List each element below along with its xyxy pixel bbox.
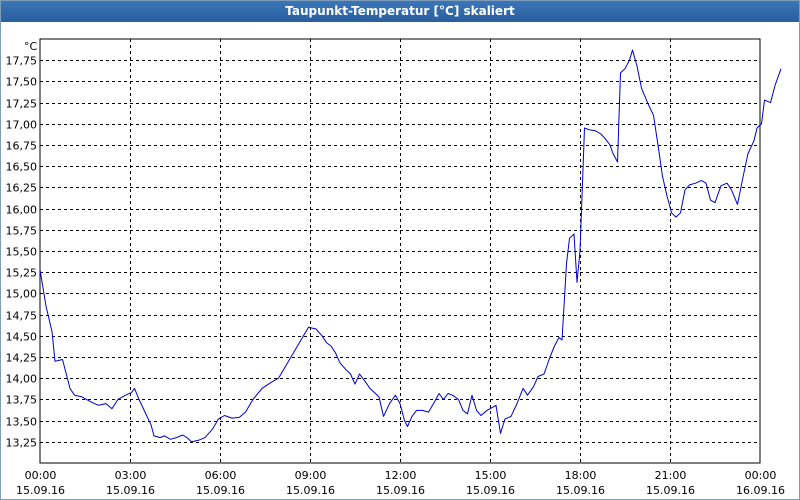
plot-area (39, 38, 761, 464)
window-title: Taupunkt-Temperatur [°C] skaliert (1, 1, 799, 22)
x-tick-time-label: 18:00 (565, 469, 597, 482)
x-tick-time-label: 03:00 (115, 469, 147, 482)
x-tick-date-label: 15.09.16 (286, 484, 335, 497)
y-tick-label: 15,50 (6, 246, 38, 259)
y-tick-label: 16,25 (6, 182, 38, 195)
series-line (39, 49, 782, 443)
y-tick-label: 15,25 (6, 267, 38, 280)
y-tick-label: 14,00 (6, 373, 38, 386)
y-tick-label: 14,25 (6, 352, 38, 365)
x-tick-date-label: 15.09.16 (466, 484, 515, 497)
y-axis-ticks: 13,25 13,50 13,75 14,00 14,25 14,50 14,75 15,00… (6, 55, 38, 450)
x-axis-ticks: 00:00 15.09.16 03:00 15.09.16 06:00 15.09.16 0… (16, 469, 785, 497)
x-tick-time-label: 09:00 (295, 469, 327, 482)
y-tick-label: 17,25 (6, 98, 38, 111)
series (39, 49, 782, 443)
x-tick-time-label: 06:00 (205, 469, 237, 482)
x-tick-date-label: 15.09.16 (556, 484, 605, 497)
x-tick-time-label: 00:00 (745, 469, 777, 482)
y-tick-label: 16,50 (6, 161, 38, 174)
y-tick-label: 16,00 (6, 204, 38, 217)
y-tick-label: 17,00 (6, 119, 38, 132)
x-tick-date-label: 15.09.16 (646, 484, 695, 497)
x-tick-date-label: 16.09.16 (736, 484, 785, 497)
y-tick-label: 13,75 (6, 394, 38, 407)
x-tick-date-label: 15.09.16 (16, 484, 65, 497)
x-tick-time-label: 12:00 (385, 469, 417, 482)
y-tick-label: 13,25 (6, 437, 38, 450)
x-tick-date-label: 15.09.16 (106, 484, 155, 497)
y-tick-label: 17,75 (6, 55, 38, 68)
y-axis-unit-label: °C (24, 40, 38, 53)
y-tick-label: 15,00 (6, 288, 38, 301)
x-tick-time-label: 21:00 (655, 469, 687, 482)
x-tick-time-label: 00:00 (25, 469, 57, 482)
x-tick-date-label: 15.09.16 (196, 484, 245, 497)
x-tick-time-label: 15:00 (475, 469, 507, 482)
y-tick-label: 14,50 (6, 331, 38, 344)
y-tick-label: 15,75 (6, 225, 38, 238)
x-tick-date-label: 15.09.16 (376, 484, 425, 497)
y-tick-label: 14,75 (6, 310, 38, 323)
y-tick-label: 16,75 (6, 140, 38, 153)
grid (40, 39, 760, 463)
y-tick-label: 13,50 (6, 416, 38, 429)
y-tick-label: 17,50 (6, 76, 38, 89)
